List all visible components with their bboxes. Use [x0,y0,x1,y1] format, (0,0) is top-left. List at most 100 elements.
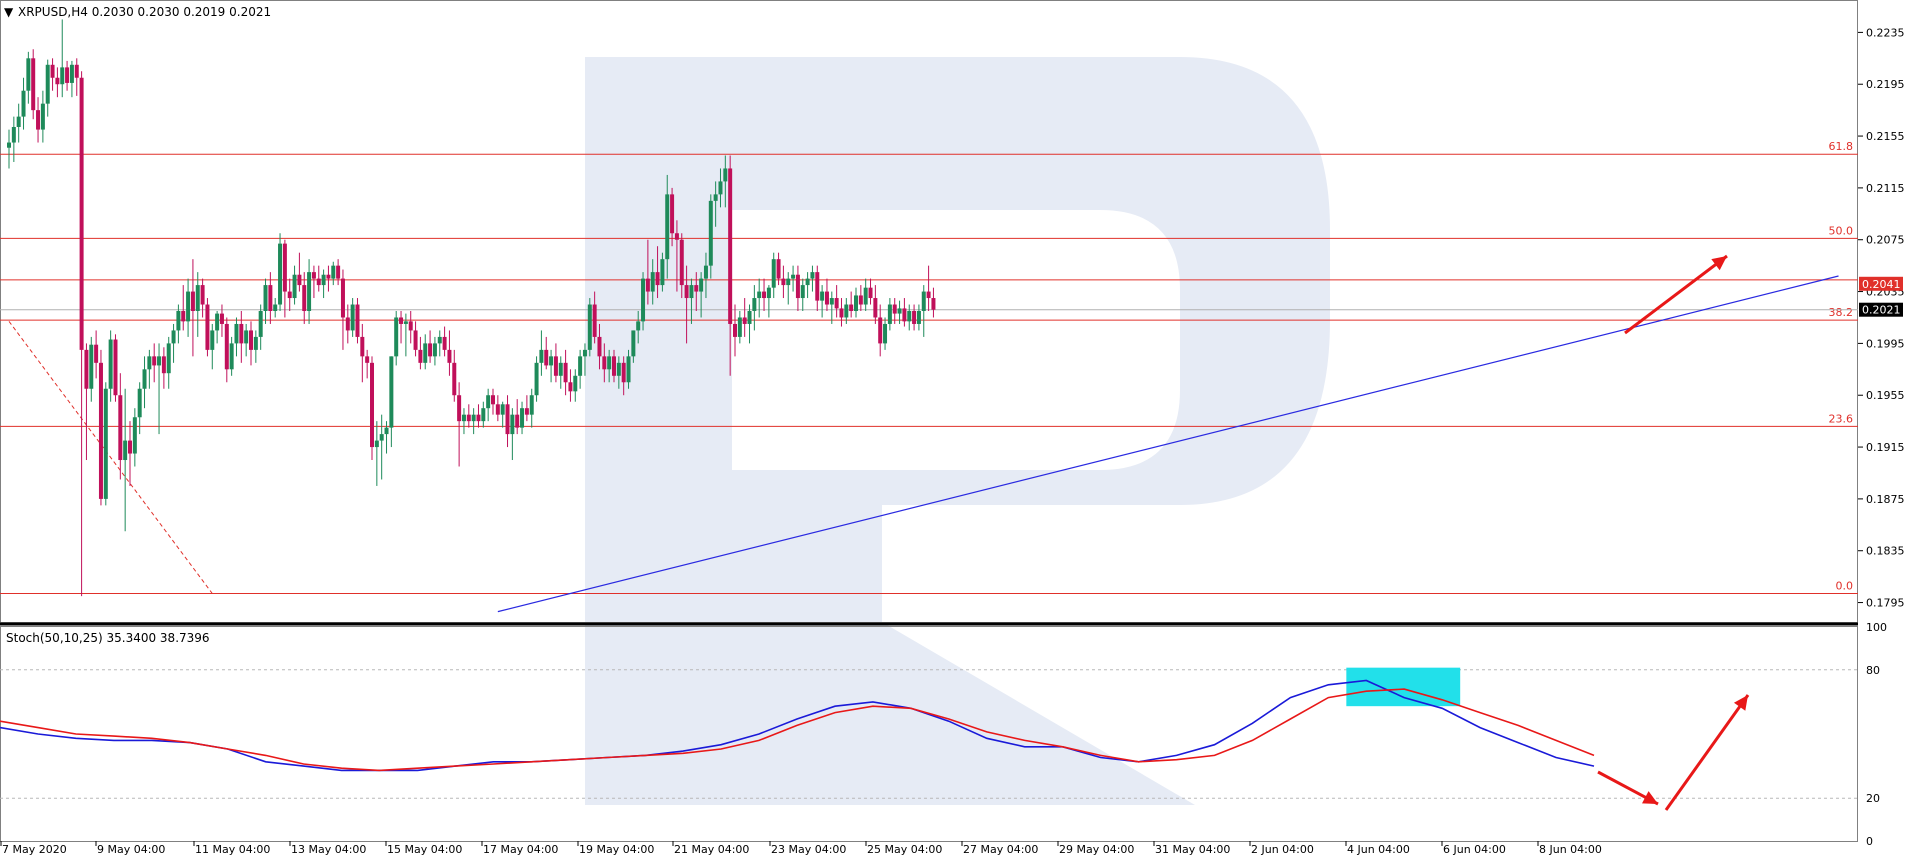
stoch-tick-label: 20 [1866,792,1880,805]
candle-body [539,349,544,363]
candle-body [708,200,713,266]
candle-body [355,304,360,337]
candle-body [161,356,166,374]
time-tick-label: 21 May 04:00 [674,843,749,856]
candle-body [200,285,205,305]
time-tick-label: 8 Jun 04:00 [1539,843,1602,856]
candle-body [834,298,839,309]
stoch-tick-label: 80 [1866,664,1880,677]
candle-body [403,321,408,324]
candle-body [26,58,31,91]
candle-body [747,311,752,324]
candle-body [195,285,200,311]
candle-body [844,304,849,318]
candle-body [563,362,568,383]
price-tick-label: 0.1795 [1866,597,1905,610]
candle-body [912,311,917,324]
candle-body [495,404,500,415]
candle-body [311,272,316,279]
candle-body [723,168,728,182]
candle-body [689,285,694,299]
candle-body [152,356,157,366]
time-tick-label: 6 Jun 04:00 [1443,843,1506,856]
candle-body [510,414,515,435]
candle-body [926,291,931,299]
price-tag-label: 0.2021 [1862,304,1901,317]
candle-body [616,362,621,376]
candle-body [737,317,742,337]
price-forecast-arrow-head [1711,256,1727,271]
candle-body [118,395,123,461]
candle-body [79,77,84,350]
candle-body [578,356,583,376]
candle-body [360,336,365,357]
candle-body [645,278,650,292]
candle-body [350,304,355,331]
time-tick-label: 2 Jun 04:00 [1251,843,1314,856]
candle-body [694,285,699,292]
candle-body [515,414,520,428]
candle-body [921,291,926,311]
candle-body [858,295,863,305]
price-tick-label: 0.1835 [1866,545,1905,558]
price-forecast-arrow-shaft [1624,254,1728,335]
candle-body [331,265,336,279]
stochastic-panel: 100 80 20 0 [0,621,1887,848]
candle-body [674,233,679,240]
stoch-up-arrow-head [1733,695,1748,711]
candle-body [820,291,825,301]
candle-body [476,414,481,422]
candle-body [582,349,587,357]
candle-body [7,142,11,148]
candle-body [553,356,558,376]
candle-body [108,339,113,389]
candle-body [703,265,708,279]
candle-body [307,272,312,311]
candle-body [621,362,626,383]
support-trendline [497,275,1839,613]
price-tick-label: 0.1915 [1866,441,1905,454]
candle-body [302,285,307,311]
candle-body [176,311,181,331]
candle-body [868,287,873,299]
candle-body [665,194,670,260]
candle-body [718,181,723,195]
candle-body [268,285,273,311]
candle-body [16,116,21,127]
candle-body [684,285,689,299]
fib-level-label: 61.8 [1829,140,1854,153]
price-tick-label: 0.1875 [1866,493,1905,506]
candle-body [762,291,767,299]
candle-body [413,330,418,350]
candle-body [713,194,718,201]
price-tick-label: 0.2155 [1866,130,1905,143]
candle-body [258,311,263,337]
candle-body [374,440,379,448]
candle-body [31,58,36,111]
candle-body [892,304,897,314]
candle-body [810,272,815,279]
price-tick-label: 0.2235 [1866,26,1905,39]
candle-body [399,317,404,324]
time-tick-label: 31 May 04:00 [1155,843,1230,856]
candle-body [36,110,41,130]
candle-body [592,304,597,337]
candle-body [249,330,253,350]
candle-body [800,285,805,299]
candle-body [190,291,195,311]
candle-body [481,408,486,422]
candle-body [205,304,210,350]
candle-body [336,265,341,279]
candle-body [587,304,592,350]
stoch-up-arrow-shaft [1664,694,1750,811]
candlesticks [7,19,936,597]
candle-body [447,349,452,363]
price-tick-label: 0.1995 [1866,337,1905,350]
candle-body [824,291,829,305]
candle-body [873,298,878,318]
candle-body [384,427,389,435]
candle-body [602,356,607,370]
candle-body [520,408,525,428]
candle-body [408,321,413,331]
candle-body [897,308,902,314]
